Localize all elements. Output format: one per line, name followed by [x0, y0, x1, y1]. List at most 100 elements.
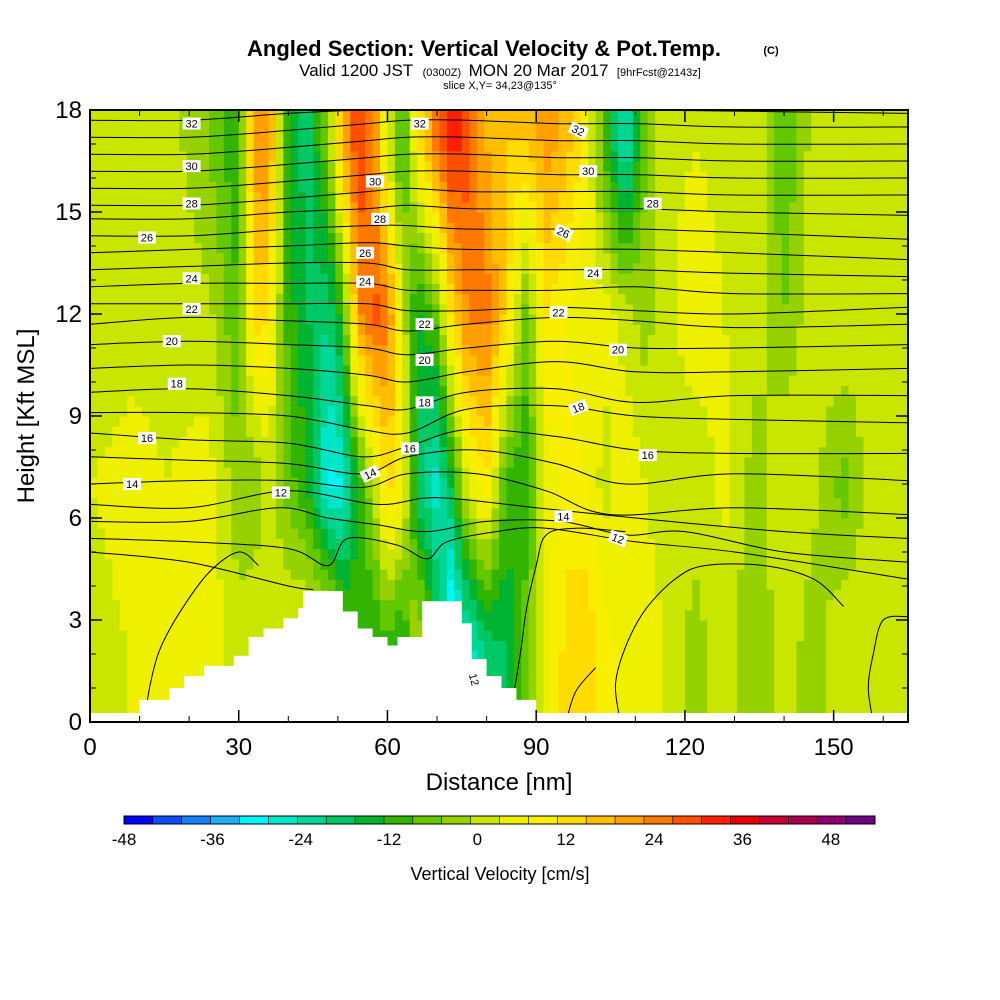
velocity-cell — [625, 120, 634, 131]
velocity-cell — [558, 191, 567, 203]
velocity-cell — [335, 161, 344, 172]
velocity-cell — [699, 365, 708, 376]
velocity-cell — [171, 365, 180, 376]
velocity-cell — [208, 171, 218, 182]
velocity-cell — [632, 252, 641, 264]
velocity-cell — [305, 416, 314, 427]
velocity-cell — [610, 640, 619, 652]
velocity-cell — [424, 212, 433, 223]
velocity-cell — [313, 150, 322, 162]
velocity-cell — [603, 201, 612, 213]
velocity-cell — [372, 375, 381, 386]
velocity-cell — [275, 507, 284, 519]
velocity-cell — [134, 110, 143, 121]
velocity-cell — [454, 171, 463, 182]
velocity-cell — [446, 242, 455, 254]
velocity-cell — [313, 497, 322, 509]
velocity-cell — [506, 110, 515, 121]
velocity-cell — [543, 212, 552, 223]
velocity-cell — [142, 681, 151, 692]
velocity-cell — [461, 120, 470, 131]
velocity-cell — [216, 150, 225, 162]
velocity-cell — [253, 201, 262, 213]
velocity-cell — [104, 120, 113, 131]
velocity-cell — [246, 548, 255, 560]
velocity-cell — [394, 477, 403, 488]
velocity-cell — [223, 620, 232, 631]
velocity-cell — [484, 242, 493, 254]
velocity-cell — [171, 558, 180, 570]
velocity-cell — [350, 599, 359, 611]
velocity-cell — [179, 640, 188, 652]
velocity-cell — [208, 120, 218, 131]
velocity-cell — [543, 263, 552, 274]
velocity-cell — [499, 242, 508, 254]
velocity-cell — [305, 538, 314, 550]
velocity-cell — [536, 395, 545, 407]
velocity-cell — [127, 354, 136, 366]
velocity-cell — [186, 191, 195, 203]
velocity-cell — [253, 426, 262, 437]
velocity-cell — [625, 252, 634, 264]
velocity-cell — [632, 201, 641, 213]
velocity-cell — [432, 365, 441, 376]
velocity-cell — [551, 436, 560, 448]
velocity-cell — [186, 620, 195, 631]
velocity-cell — [692, 477, 701, 488]
velocity-cell — [342, 365, 351, 376]
velocity-cell — [402, 467, 411, 478]
velocity-cell — [149, 395, 158, 407]
velocity-cell — [499, 324, 508, 335]
velocity-cell — [603, 487, 612, 499]
velocity-cell — [179, 548, 188, 560]
velocity-cell — [662, 548, 671, 560]
velocity-cell — [194, 446, 203, 458]
velocity-cell — [617, 589, 627, 601]
velocity-cell — [610, 487, 619, 499]
velocity-cell — [409, 405, 418, 417]
velocity-cell — [149, 354, 158, 366]
velocity-cell — [216, 324, 225, 335]
velocity-cell — [409, 140, 418, 152]
velocity-cell — [365, 130, 374, 142]
velocity-cell — [625, 150, 634, 162]
velocity-cell — [97, 263, 106, 274]
velocity-cell — [424, 456, 433, 468]
velocity-cell — [632, 426, 641, 437]
velocity-cell — [127, 446, 136, 458]
velocity-cell — [417, 538, 426, 550]
velocity-cell — [446, 569, 455, 580]
velocity-cell — [104, 273, 113, 284]
velocity-cell — [365, 599, 374, 611]
velocity-cell — [573, 446, 582, 458]
velocity-cell — [357, 232, 366, 244]
velocity-cell — [707, 660, 716, 672]
velocity-cell — [380, 589, 389, 601]
velocity-cell — [208, 650, 218, 662]
velocity-cell — [551, 446, 560, 458]
velocity-cell — [201, 242, 210, 254]
velocity-cell — [461, 232, 470, 244]
velocity-cell — [424, 477, 433, 488]
velocity-cell — [469, 140, 478, 152]
velocity-cell — [223, 528, 232, 539]
velocity-cell — [662, 324, 671, 335]
velocity-cell — [632, 324, 641, 335]
velocity-cell — [357, 609, 366, 621]
velocity-cell — [476, 120, 485, 131]
velocity-cell — [394, 232, 403, 244]
velocity-cell — [461, 446, 470, 458]
velocity-cell — [617, 436, 627, 448]
velocity-cell — [171, 579, 180, 590]
velocity-cell — [127, 171, 136, 182]
velocity-cell — [402, 314, 411, 325]
velocity-cell — [543, 487, 552, 499]
velocity-cell — [298, 181, 307, 193]
velocity-cell — [565, 569, 574, 580]
velocity-cell — [268, 528, 277, 539]
velocity-cell — [164, 140, 173, 152]
velocity-cell — [201, 171, 210, 182]
velocity-cell — [491, 120, 500, 131]
velocity-cell — [186, 293, 195, 305]
velocity-cell — [97, 569, 106, 580]
